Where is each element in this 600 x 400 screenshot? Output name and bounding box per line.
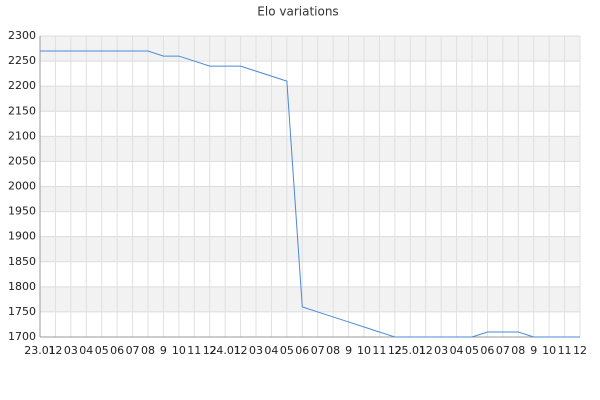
- x-tick-label: 12: [573, 344, 587, 357]
- x-tick-label: 11: [372, 344, 386, 357]
- x-tick-label: 12: [234, 344, 248, 357]
- y-tick-label: 2250: [8, 54, 36, 67]
- y-tick-label: 2300: [8, 29, 36, 42]
- x-tick-label: 08: [141, 344, 155, 357]
- y-tick-label: 1900: [8, 230, 36, 243]
- x-tick-label: 07: [311, 344, 325, 357]
- x-tick-label: 06: [480, 344, 494, 357]
- x-tick-label: 06: [295, 344, 309, 357]
- x-tick-label: 07: [126, 344, 140, 357]
- x-tick-label: 04: [79, 344, 93, 357]
- y-tick-label: 2100: [8, 129, 36, 142]
- x-tick-label: 24.01: [209, 344, 241, 357]
- y-tick-label: 1750: [8, 305, 36, 318]
- y-tick-label: 1950: [8, 205, 36, 218]
- x-tick-label: 12: [419, 344, 433, 357]
- y-tick-label: 2050: [8, 154, 36, 167]
- x-tick-label: 08: [326, 344, 340, 357]
- x-tick-label: 06: [110, 344, 124, 357]
- grid-band: [40, 186, 580, 212]
- x-tick-label: 03: [249, 344, 263, 357]
- x-tick-label: 11: [558, 344, 572, 357]
- x-tick-label: 9: [160, 344, 167, 357]
- x-tick-label: 12: [388, 344, 402, 357]
- x-tick-label: 05: [95, 344, 109, 357]
- grid-band: [40, 136, 580, 162]
- chart-title: Elo variations: [257, 5, 338, 19]
- x-tick-label: 03: [64, 344, 78, 357]
- x-tick-label: 04: [264, 344, 278, 357]
- y-tick-label: 1850: [8, 255, 36, 268]
- y-tick-label: 1800: [8, 280, 36, 293]
- x-tick-label: 11: [187, 344, 201, 357]
- x-tick-label: 9: [345, 344, 352, 357]
- grid-band: [40, 286, 580, 312]
- x-tick-label: 04: [450, 344, 464, 357]
- y-tick-label: 1700: [8, 330, 36, 343]
- x-tick-label: 25.01: [395, 344, 427, 357]
- x-tick-label: 10: [357, 344, 371, 357]
- x-tick-label: 23.01: [24, 344, 56, 357]
- x-tick-label: 05: [280, 344, 294, 357]
- y-tick-label: 2000: [8, 180, 36, 193]
- line-series: [40, 50, 580, 338]
- x-tick-label: 05: [465, 344, 479, 357]
- x-tick-label: 12: [48, 344, 62, 357]
- grid-band: [40, 236, 580, 262]
- y-tick-label: 2200: [8, 79, 36, 92]
- grid-band: [40, 36, 580, 62]
- x-tick-label: 07: [496, 344, 510, 357]
- x-tick-label: 08: [511, 344, 525, 357]
- x-tick-label: 9: [530, 344, 537, 357]
- x-tick-label: 03: [434, 344, 448, 357]
- grid-band: [40, 86, 580, 112]
- y-tick-label: 2150: [8, 104, 36, 117]
- x-tick-label: 10: [542, 344, 556, 357]
- x-tick-label: 12: [203, 344, 217, 357]
- x-tick-label: 10: [172, 344, 186, 357]
